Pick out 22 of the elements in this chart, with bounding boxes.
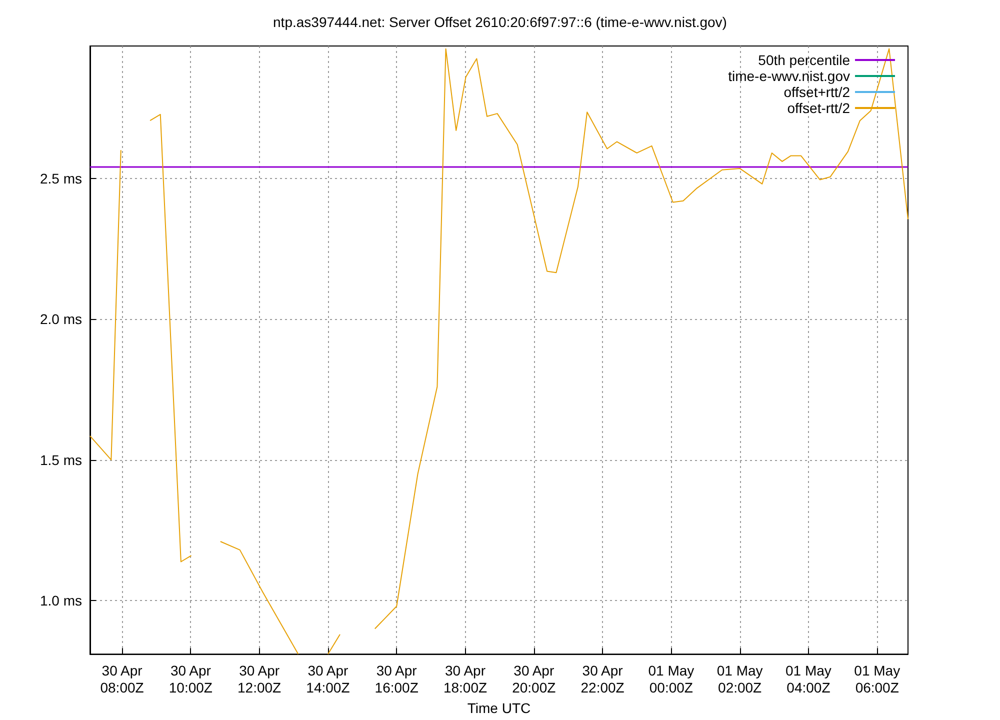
chart-title: ntp.as397444.net: Server Offset 2610:20:6f97:97::6 (time-e-wwv.nist.gov) [273,14,727,30]
legend-label: offset+rtt/2 [784,84,850,100]
x-tick-label: 30 Apr 14:00Z [306,662,350,696]
x-axis-title: Time UTC [467,700,531,716]
y-tick-label: 2.5 ms [40,170,82,186]
y-tick-label: 2.0 ms [40,311,82,328]
y-tick-label: 1.5 ms [40,452,82,468]
legend-label: 50th percentile [758,52,850,68]
x-tick-label: 30 Apr 22:00Z [580,662,625,696]
x-tick-label: 30 Apr 08:00Z [100,662,144,696]
x-tick-label: 30 Apr 10:00Z [168,662,213,696]
x-tick-label: 30 Apr 18:00Z [443,662,488,696]
legend-label: time-e-wwv.nist.gov [728,68,850,84]
x-tick-label: 01 May 06:00Z [854,662,900,696]
x-tick-label: 30 Apr 20:00Z [512,662,556,696]
x-tick-label: 01 May 04:00Z [786,662,832,696]
legend-label: offset-rtt/2 [787,100,850,116]
x-tick-label: 30 Apr 16:00Z [374,662,419,696]
x-tick-label: 01 May 00:00Z [648,662,694,696]
x-tick-label: 30 Apr 12:00Z [238,662,282,696]
y-tick-label: 1.0 ms [40,592,82,609]
x-tick-label: 01 May 02:00Z [716,662,763,696]
